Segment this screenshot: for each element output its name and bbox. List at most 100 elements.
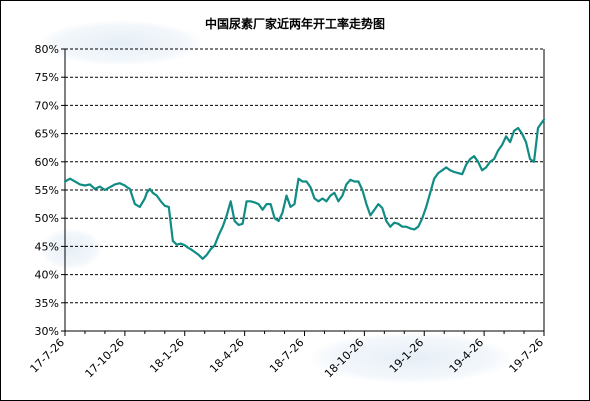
data-point bbox=[497, 149, 499, 152]
data-point bbox=[274, 217, 276, 219]
data-point bbox=[381, 207, 383, 209]
data-point bbox=[194, 251, 196, 253]
series-points-0 bbox=[64, 118, 545, 260]
data-point bbox=[74, 180, 76, 183]
axes bbox=[61, 48, 545, 336]
data-point bbox=[409, 227, 411, 229]
data-point bbox=[246, 200, 248, 202]
data-point bbox=[104, 189, 106, 191]
data-point bbox=[79, 183, 81, 185]
data-point bbox=[139, 206, 141, 208]
x-tick-label: 18-4-26 bbox=[207, 336, 247, 376]
x-tick-label: 18-7-26 bbox=[267, 336, 307, 376]
data-point bbox=[321, 197, 324, 200]
data-point bbox=[429, 192, 431, 194]
data-point bbox=[543, 118, 545, 121]
data-point bbox=[361, 189, 363, 191]
data-point bbox=[421, 217, 423, 219]
data-point bbox=[337, 200, 339, 202]
data-point bbox=[425, 206, 427, 208]
data-point bbox=[437, 172, 439, 174]
data-point bbox=[301, 180, 304, 183]
data-point bbox=[156, 195, 158, 197]
data-point bbox=[461, 173, 463, 175]
x-tick-label: 17-7-26 bbox=[28, 336, 68, 376]
data-point bbox=[413, 228, 415, 231]
data-point bbox=[457, 172, 459, 174]
data-point bbox=[202, 258, 204, 260]
chart-title: 中国尿素厂家近两年开工率走势图 bbox=[204, 17, 385, 31]
data-point bbox=[144, 197, 146, 200]
y-tick-label: 70% bbox=[35, 99, 59, 112]
data-point bbox=[293, 203, 296, 205]
data-point bbox=[94, 188, 96, 190]
data-point bbox=[369, 214, 371, 216]
data-point bbox=[385, 220, 387, 222]
data-point bbox=[278, 220, 280, 222]
data-point bbox=[152, 192, 154, 194]
y-tick-label: 40% bbox=[35, 269, 59, 282]
data-point bbox=[250, 200, 252, 202]
series-line-0 bbox=[63, 118, 546, 260]
x-tick-label: 19-1-26 bbox=[387, 336, 427, 376]
data-point bbox=[449, 169, 451, 171]
data-point bbox=[214, 244, 216, 246]
x-tick-label: 18-1-26 bbox=[147, 336, 187, 376]
data-point bbox=[114, 183, 116, 185]
data-point bbox=[509, 141, 511, 143]
data-point bbox=[218, 234, 220, 236]
data-point bbox=[373, 209, 375, 211]
data-point bbox=[525, 141, 527, 143]
data-point bbox=[473, 155, 475, 157]
data-point bbox=[172, 240, 174, 242]
data-point bbox=[206, 254, 208, 256]
data-point bbox=[377, 203, 379, 205]
data-point bbox=[517, 127, 519, 129]
data-point bbox=[501, 144, 503, 146]
data-point bbox=[417, 226, 419, 228]
data-point bbox=[258, 203, 260, 205]
data-point bbox=[325, 200, 328, 202]
y-tick-label: 55% bbox=[35, 184, 59, 197]
y-tick-label: 30% bbox=[35, 325, 59, 338]
data-point bbox=[270, 203, 272, 205]
data-point bbox=[222, 226, 224, 228]
data-point bbox=[505, 135, 507, 137]
data-point bbox=[529, 158, 531, 160]
data-point bbox=[184, 244, 186, 246]
data-point bbox=[481, 169, 483, 171]
y-tick-label: 60% bbox=[35, 156, 59, 169]
gridlines bbox=[65, 48, 544, 304]
x-tick-label: 18-10-26 bbox=[322, 336, 367, 381]
data-point bbox=[187, 246, 189, 249]
data-point bbox=[521, 133, 523, 135]
data-point bbox=[266, 203, 268, 205]
data-point bbox=[397, 223, 399, 225]
data-point bbox=[210, 248, 212, 250]
data-point bbox=[393, 222, 395, 224]
y-tick-label: 50% bbox=[35, 212, 59, 225]
data-point bbox=[134, 203, 136, 205]
data-point bbox=[453, 171, 455, 173]
data-point bbox=[180, 243, 182, 245]
data-point bbox=[289, 206, 292, 208]
data-point bbox=[533, 161, 535, 163]
data-point bbox=[433, 178, 435, 180]
data-point bbox=[230, 200, 232, 202]
data-point bbox=[441, 169, 443, 171]
data-point bbox=[389, 226, 391, 228]
data-point bbox=[349, 179, 351, 181]
data-point bbox=[69, 178, 71, 180]
data-point bbox=[254, 201, 256, 203]
y-tick-label: 45% bbox=[35, 240, 59, 253]
data-point bbox=[198, 254, 200, 256]
data-point bbox=[305, 180, 308, 183]
data-point bbox=[329, 195, 331, 197]
data-point bbox=[341, 195, 343, 197]
data-point bbox=[281, 212, 284, 214]
data-point bbox=[234, 220, 236, 222]
data-point bbox=[64, 180, 66, 183]
data-point bbox=[99, 186, 101, 188]
y-tick-label: 35% bbox=[35, 297, 59, 310]
